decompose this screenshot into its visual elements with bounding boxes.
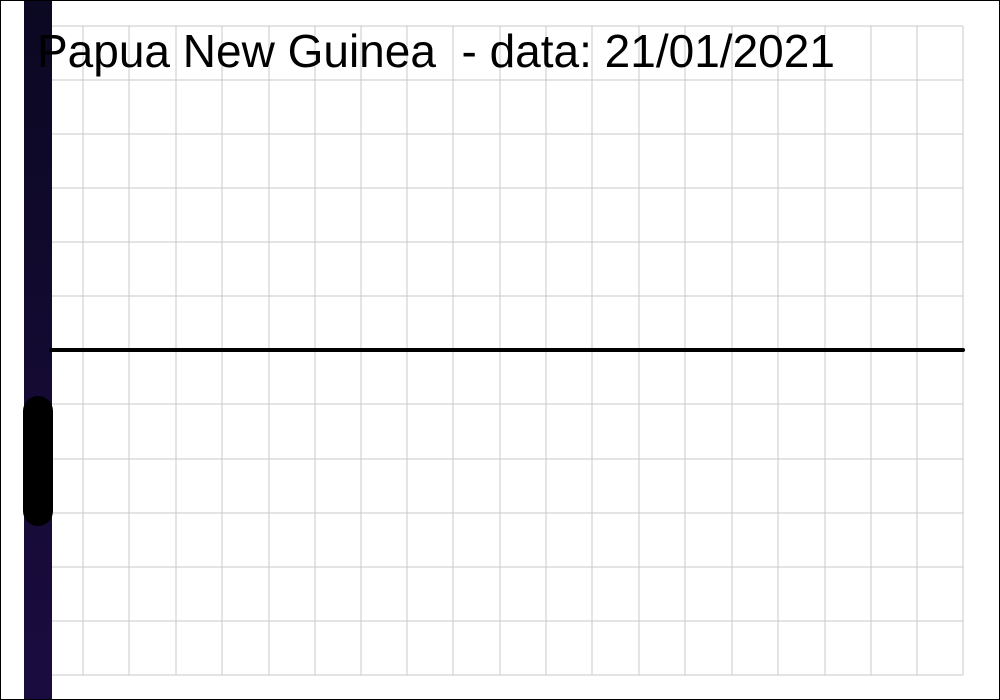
chart-title: Papua New Guinea - data: 21/01/2021 (37, 25, 835, 77)
left-color-band (24, 1, 52, 699)
